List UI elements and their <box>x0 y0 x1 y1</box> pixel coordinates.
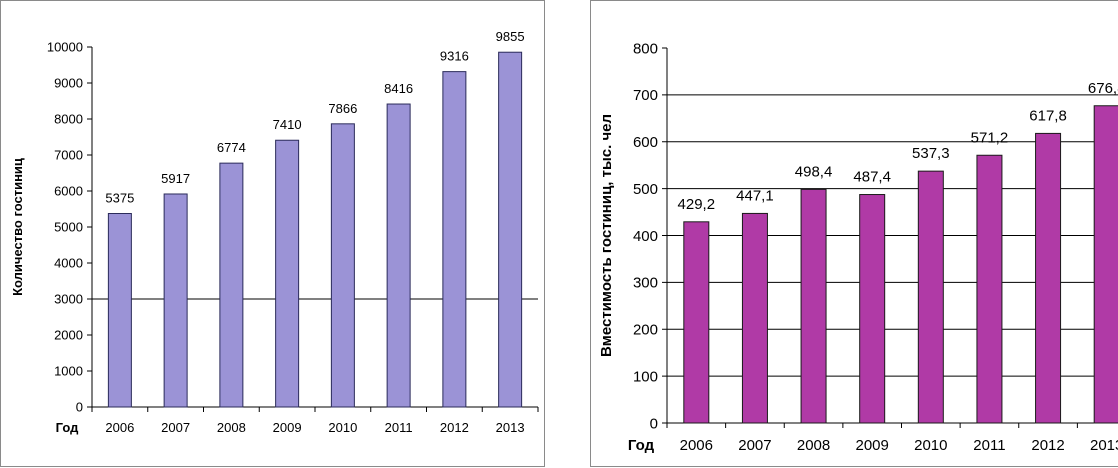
data-label-2008: 498,4 <box>795 163 833 180</box>
y-tick-label: 0 <box>650 415 658 432</box>
data-label-2009: 7410 <box>273 117 302 132</box>
bar-2008 <box>219 162 244 408</box>
y-tick-label: 3000 <box>54 292 83 307</box>
x-tick-label-2010: 2010 <box>914 437 947 454</box>
x-tick-label-2007: 2007 <box>161 420 190 435</box>
bar-2007 <box>163 193 188 408</box>
data-label-2010: 7866 <box>328 101 357 116</box>
y-axis-title: Вместимость гостиниц, тыс. чел <box>598 114 615 357</box>
y-tick-label: 4000 <box>54 256 83 271</box>
x-tick-label-2009: 2009 <box>856 437 889 454</box>
bar-2012 <box>1035 132 1062 424</box>
y-tick-label: 7000 <box>54 148 83 163</box>
x-tick-label-2013: 2013 <box>496 420 525 435</box>
x-tick-label-2012: 2012 <box>440 420 469 435</box>
y-tick-label: 800 <box>633 40 658 57</box>
x-tick-label-2013: 2013 <box>1090 437 1118 454</box>
hotel-capacity-chart-panel: 0 100 200 300 400 500 600 700 800 429,2 2006 447,1 2… <box>590 0 1118 467</box>
y-tick-label: 1000 <box>54 364 83 379</box>
y-tick-label: 5000 <box>54 220 83 235</box>
x-tick-label-2011: 2011 <box>385 420 413 435</box>
bar-2013 <box>498 51 523 408</box>
bar-2006 <box>107 213 132 408</box>
x-tick-label-2010: 2010 <box>328 420 357 435</box>
bar-2013 <box>1093 105 1118 424</box>
data-label-2010: 537,3 <box>912 145 950 162</box>
bar-2011 <box>976 154 1003 424</box>
data-label-2009: 487,4 <box>853 169 891 186</box>
y-tick-label: 0 <box>76 400 83 415</box>
y-tick-label: 8000 <box>54 112 83 127</box>
y-tick-label: 700 <box>633 87 658 104</box>
x-axis-title: Год <box>56 420 79 435</box>
x-tick-label-2009: 2009 <box>273 420 302 435</box>
y-tick-label: 2000 <box>54 328 83 343</box>
bar-2011 <box>386 103 411 408</box>
bar-2006 <box>683 221 710 424</box>
hotel-count-chart-panel: 0 1000 2000 3000 4000 5000 6000 7000 8000 9000 100… <box>0 0 545 467</box>
y-tick-label: 6000 <box>54 184 83 199</box>
y-tick-label: 500 <box>633 181 658 198</box>
bar-2012 <box>442 71 467 408</box>
data-label-2011: 8416 <box>384 81 413 96</box>
bar-2010 <box>917 170 944 424</box>
bar-2007 <box>741 212 768 424</box>
x-tick-label-2007: 2007 <box>738 437 771 454</box>
x-tick-label-2008: 2008 <box>217 420 246 435</box>
y-tick-label: 9000 <box>54 76 83 91</box>
data-label-2013: 9855 <box>496 29 525 44</box>
y-tick-label: 200 <box>633 322 658 339</box>
data-label-2013: 676,8 <box>1088 80 1118 97</box>
x-tick-label-2006: 2006 <box>105 420 134 435</box>
data-label-2011: 571,2 <box>971 129 1009 146</box>
bar-2008 <box>800 188 827 424</box>
hotel-count-chart: 0 1000 2000 3000 4000 5000 6000 7000 8000 9000 100… <box>10 29 539 435</box>
y-tick-label: 100 <box>633 368 658 385</box>
data-label-2008: 6774 <box>217 140 246 155</box>
y-tick-label: 300 <box>633 275 658 292</box>
x-tick-label-2012: 2012 <box>1031 437 1064 454</box>
data-label-2006: 429,2 <box>678 196 716 213</box>
x-tick-label-2011: 2011 <box>973 437 1005 454</box>
y-axis-title: Количество гостиниц <box>10 158 25 296</box>
bar-2009 <box>275 139 300 408</box>
x-axis-title: Год <box>628 437 655 454</box>
bar-2009 <box>859 194 886 424</box>
y-tick-label: 10000 <box>47 40 83 55</box>
x-tick-label-2006: 2006 <box>680 437 713 454</box>
bar-2010 <box>330 123 355 408</box>
data-label-2012: 617,8 <box>1029 107 1067 124</box>
data-label-2007: 5917 <box>161 171 190 186</box>
x-tick-label-2008: 2008 <box>797 437 830 454</box>
hotel-capacity-chart: 0 100 200 300 400 500 600 700 800 429,2 2006 447,1 2… <box>598 40 1118 454</box>
y-tick-label: 400 <box>633 228 658 245</box>
y-tick-label: 600 <box>633 134 658 151</box>
data-label-2006: 5375 <box>105 191 134 206</box>
data-label-2012: 9316 <box>440 49 469 64</box>
data-label-2007: 447,1 <box>736 187 774 204</box>
